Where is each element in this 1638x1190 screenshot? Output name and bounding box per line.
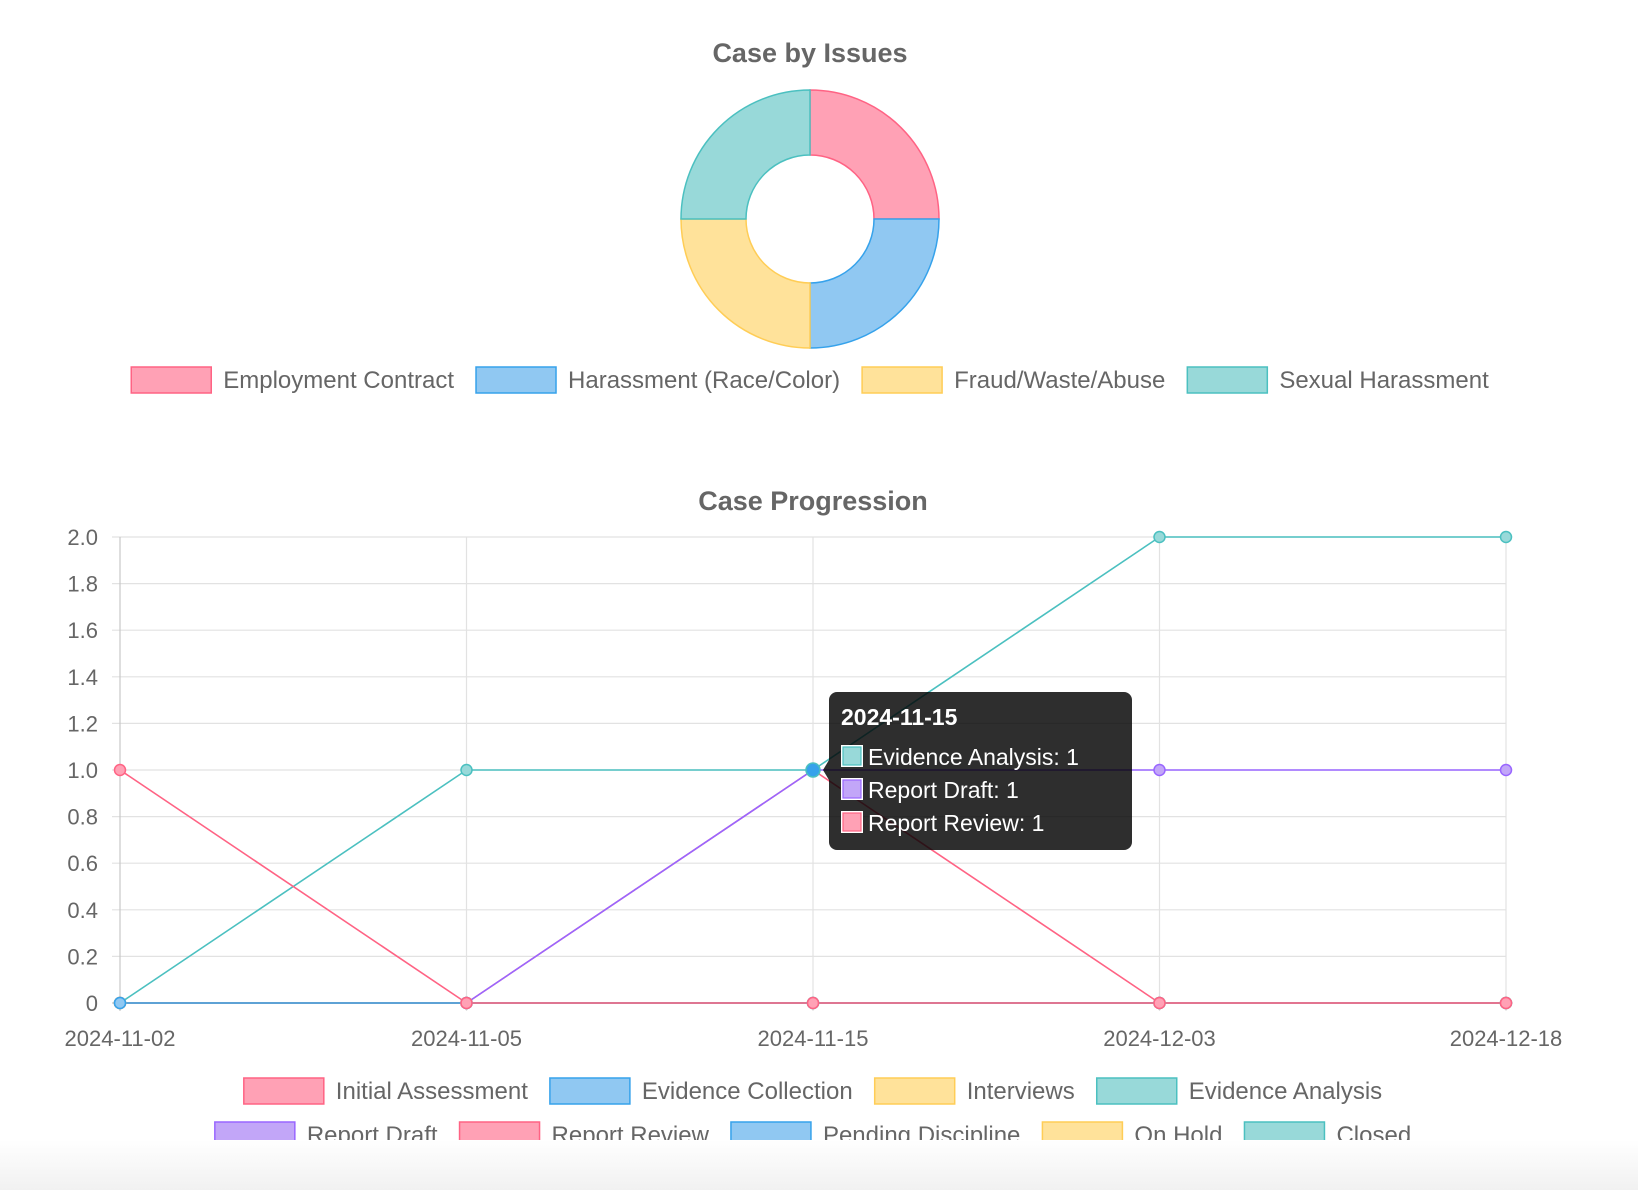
slice-sexual-harassment[interactable] [680, 89, 811, 220]
doughnut-slices [680, 89, 940, 349]
legend-label-harassment-race-color: Harassment (Race/Color) [568, 367, 840, 394]
case-progression-legend: Initial Assessment Evidence Collection Int… [214, 1077, 1411, 1149]
y-tick-label: 0 [86, 991, 98, 1016]
point-initial-assessment[interactable] [1499, 996, 1513, 1010]
tooltip-box [829, 692, 1132, 850]
legend-swatch-evidence-analysis[interactable] [1095, 1077, 1178, 1105]
tooltip-item-label: Report Review: 1 [868, 810, 1044, 836]
bottom-shade [0, 1140, 1638, 1190]
y-tick-label: 0.4 [67, 898, 98, 923]
legend-swatch-evidence-collection[interactable] [549, 1077, 631, 1105]
y-tick-label: 0.6 [67, 851, 98, 876]
legend-swatch-harassment-race-color[interactable] [475, 366, 557, 394]
tooltip-swatch [842, 779, 862, 799]
legend-label-initial-assessment: Initial Assessment [336, 1078, 528, 1105]
y-tick-label: 1.6 [67, 618, 98, 643]
point-evidence-collection[interactable] [113, 996, 127, 1010]
legend-label-employment-contract: Employment Contract [223, 367, 454, 394]
y-tick-label: 1.2 [67, 711, 98, 736]
legend-swatch-sexual-harassment[interactable] [1186, 366, 1269, 394]
case-by-issues-chart: Case by Issues Employment Contract Harass… [130, 38, 1489, 394]
legend-label-evidence-collection: Evidence Collection [642, 1078, 853, 1105]
point-evidence-analysis[interactable] [460, 763, 473, 777]
case-progression-title: Case Progression [698, 486, 928, 516]
tooltip-item-label: Report Draft: 1 [868, 777, 1019, 803]
point-initial-assessment[interactable] [1153, 996, 1166, 1010]
point-report-draft[interactable] [1499, 763, 1513, 777]
slice-employment-contract[interactable] [809, 89, 940, 220]
legend-label-fraud-waste-abuse: Fraud/Waste/Abuse [954, 367, 1165, 394]
y-tick-label: 0.8 [67, 805, 98, 830]
y-tick-label: 1.8 [67, 572, 98, 597]
legend-swatch-employment-contract[interactable] [130, 366, 212, 394]
case-progression-chart: Case Progression 0 0.2 0.4 0.6 0.8 1.0 1.2 1.4 1… [65, 486, 1563, 1149]
x-tick-label: 2024-11-15 [758, 1026, 869, 1051]
legend-swatch-fraud-waste-abuse[interactable] [861, 366, 943, 394]
slice-harassment-race-color[interactable] [809, 218, 940, 349]
y-tick-label: 2.0 [67, 525, 98, 550]
y-tick-label: 1.0 [67, 758, 98, 783]
point-report-draft[interactable] [1153, 763, 1166, 777]
point-initial-assessment[interactable] [806, 996, 820, 1010]
point-evidence-analysis[interactable] [1499, 530, 1513, 544]
legend-label-interviews: Interviews [967, 1078, 1075, 1105]
tooltip-swatch [842, 812, 862, 832]
x-tick-label: 2024-11-05 [411, 1026, 522, 1051]
point-evidence-analysis[interactable] [1153, 530, 1166, 544]
tooltip-item-label: Evidence Analysis: 1 [868, 744, 1079, 770]
line-points [113, 530, 1513, 1010]
legend-label-evidence-analysis: Evidence Analysis [1189, 1078, 1382, 1105]
point-initial-assessment[interactable] [460, 996, 473, 1010]
chart-tooltip: 2024-11-15 Evidence Analysis: 1 Report Dra… [823, 692, 1132, 850]
x-tick-label: 2024-11-02 [65, 1026, 176, 1051]
x-tick-label: 2024-12-03 [1103, 1026, 1216, 1051]
hovered-point[interactable] [805, 762, 821, 778]
legend-swatch-interviews[interactable] [873, 1077, 956, 1105]
y-tick-label: 0.2 [67, 944, 98, 969]
x-axis-ticks: 2024-11-02 2024-11-05 2024-11-15 2024-12-03… [65, 1026, 1563, 1051]
legend-label-sexual-harassment: Sexual Harassment [1279, 367, 1489, 394]
y-tick-label: 1.4 [67, 665, 98, 690]
y-axis-ticks: 0 0.2 0.4 0.6 0.8 1.0 1.2 1.4 1.6 1.8 2.0 [67, 525, 98, 1016]
x-tick-label: 2024-12-18 [1450, 1026, 1563, 1051]
tooltip-swatch [842, 746, 862, 766]
tooltip-title: 2024-11-15 [841, 704, 958, 730]
legend-swatch-initial-assessment[interactable] [243, 1077, 325, 1105]
point-initial-assessment[interactable] [113, 763, 127, 777]
tooltip-caret [823, 760, 829, 780]
case-by-issues-title: Case by Issues [712, 38, 907, 68]
slice-fraud-waste-abuse[interactable] [680, 218, 811, 349]
case-by-issues-legend: Employment Contract Harassment (Race/Colo… [130, 366, 1489, 394]
